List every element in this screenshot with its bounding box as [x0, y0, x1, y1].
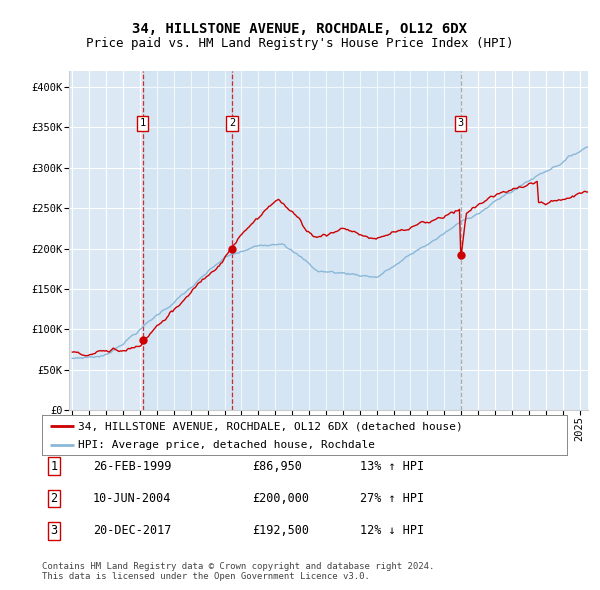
Text: Price paid vs. HM Land Registry's House Price Index (HPI): Price paid vs. HM Land Registry's House …	[86, 37, 514, 50]
Text: 1: 1	[139, 119, 146, 128]
Text: £86,950: £86,950	[252, 460, 302, 473]
Text: 10-JUN-2004: 10-JUN-2004	[93, 492, 172, 505]
Text: £192,500: £192,500	[252, 525, 309, 537]
Bar	[232, 71, 461, 410]
Text: 2: 2	[229, 119, 235, 128]
Text: 34, HILLSTONE AVENUE, ROCHDALE, OL12 6DX: 34, HILLSTONE AVENUE, ROCHDALE, OL12 6DX	[133, 22, 467, 37]
Text: 34, HILLSTONE AVENUE, ROCHDALE, OL12 6DX (detached house): 34, HILLSTONE AVENUE, ROCHDALE, OL12 6DX…	[78, 421, 463, 431]
Text: 3: 3	[458, 119, 464, 128]
Text: 3: 3	[50, 525, 58, 537]
Text: HPI: Average price, detached house, Rochdale: HPI: Average price, detached house, Roch…	[78, 440, 375, 450]
Text: This data is licensed under the Open Government Licence v3.0.: This data is licensed under the Open Gov…	[42, 572, 370, 581]
Text: 26-FEB-1999: 26-FEB-1999	[93, 460, 172, 473]
Text: £200,000: £200,000	[252, 492, 309, 505]
Text: 20-DEC-2017: 20-DEC-2017	[93, 525, 172, 537]
Text: 1: 1	[50, 460, 58, 473]
Text: 12% ↓ HPI: 12% ↓ HPI	[360, 525, 424, 537]
Text: 2: 2	[50, 492, 58, 505]
Text: 27% ↑ HPI: 27% ↑ HPI	[360, 492, 424, 505]
Text: 13% ↑ HPI: 13% ↑ HPI	[360, 460, 424, 473]
Text: Contains HM Land Registry data © Crown copyright and database right 2024.: Contains HM Land Registry data © Crown c…	[42, 562, 434, 571]
Bar	[143, 71, 232, 410]
